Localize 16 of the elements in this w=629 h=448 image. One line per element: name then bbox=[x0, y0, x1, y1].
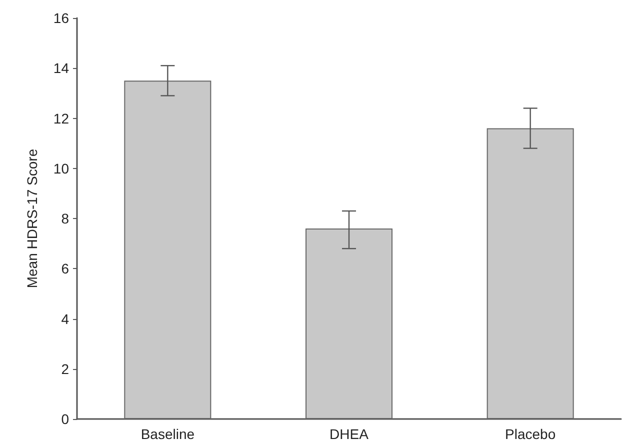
y-tick-label: 4 bbox=[61, 310, 70, 327]
bar bbox=[124, 80, 212, 419]
x-tick-label: Placebo bbox=[505, 426, 556, 442]
y-tick-label: 2 bbox=[61, 360, 70, 377]
bar bbox=[306, 228, 392, 419]
x-tick-label: DHEA bbox=[330, 426, 370, 442]
y-tick-label: 6 bbox=[61, 260, 70, 277]
y-tick-label: 8 bbox=[61, 210, 70, 226]
y-axis-title: Mean HDRS-17 Score bbox=[24, 148, 40, 288]
bar bbox=[486, 128, 574, 419]
y-tick-label: 0 bbox=[61, 411, 70, 427]
y-tick-label: 16 bbox=[53, 10, 70, 26]
y-tick-label: 10 bbox=[53, 160, 70, 176]
x-tick-label: Baseline bbox=[140, 426, 195, 442]
y-tick-label: 14 bbox=[53, 60, 70, 76]
y-tick-label: 12 bbox=[53, 110, 70, 126]
